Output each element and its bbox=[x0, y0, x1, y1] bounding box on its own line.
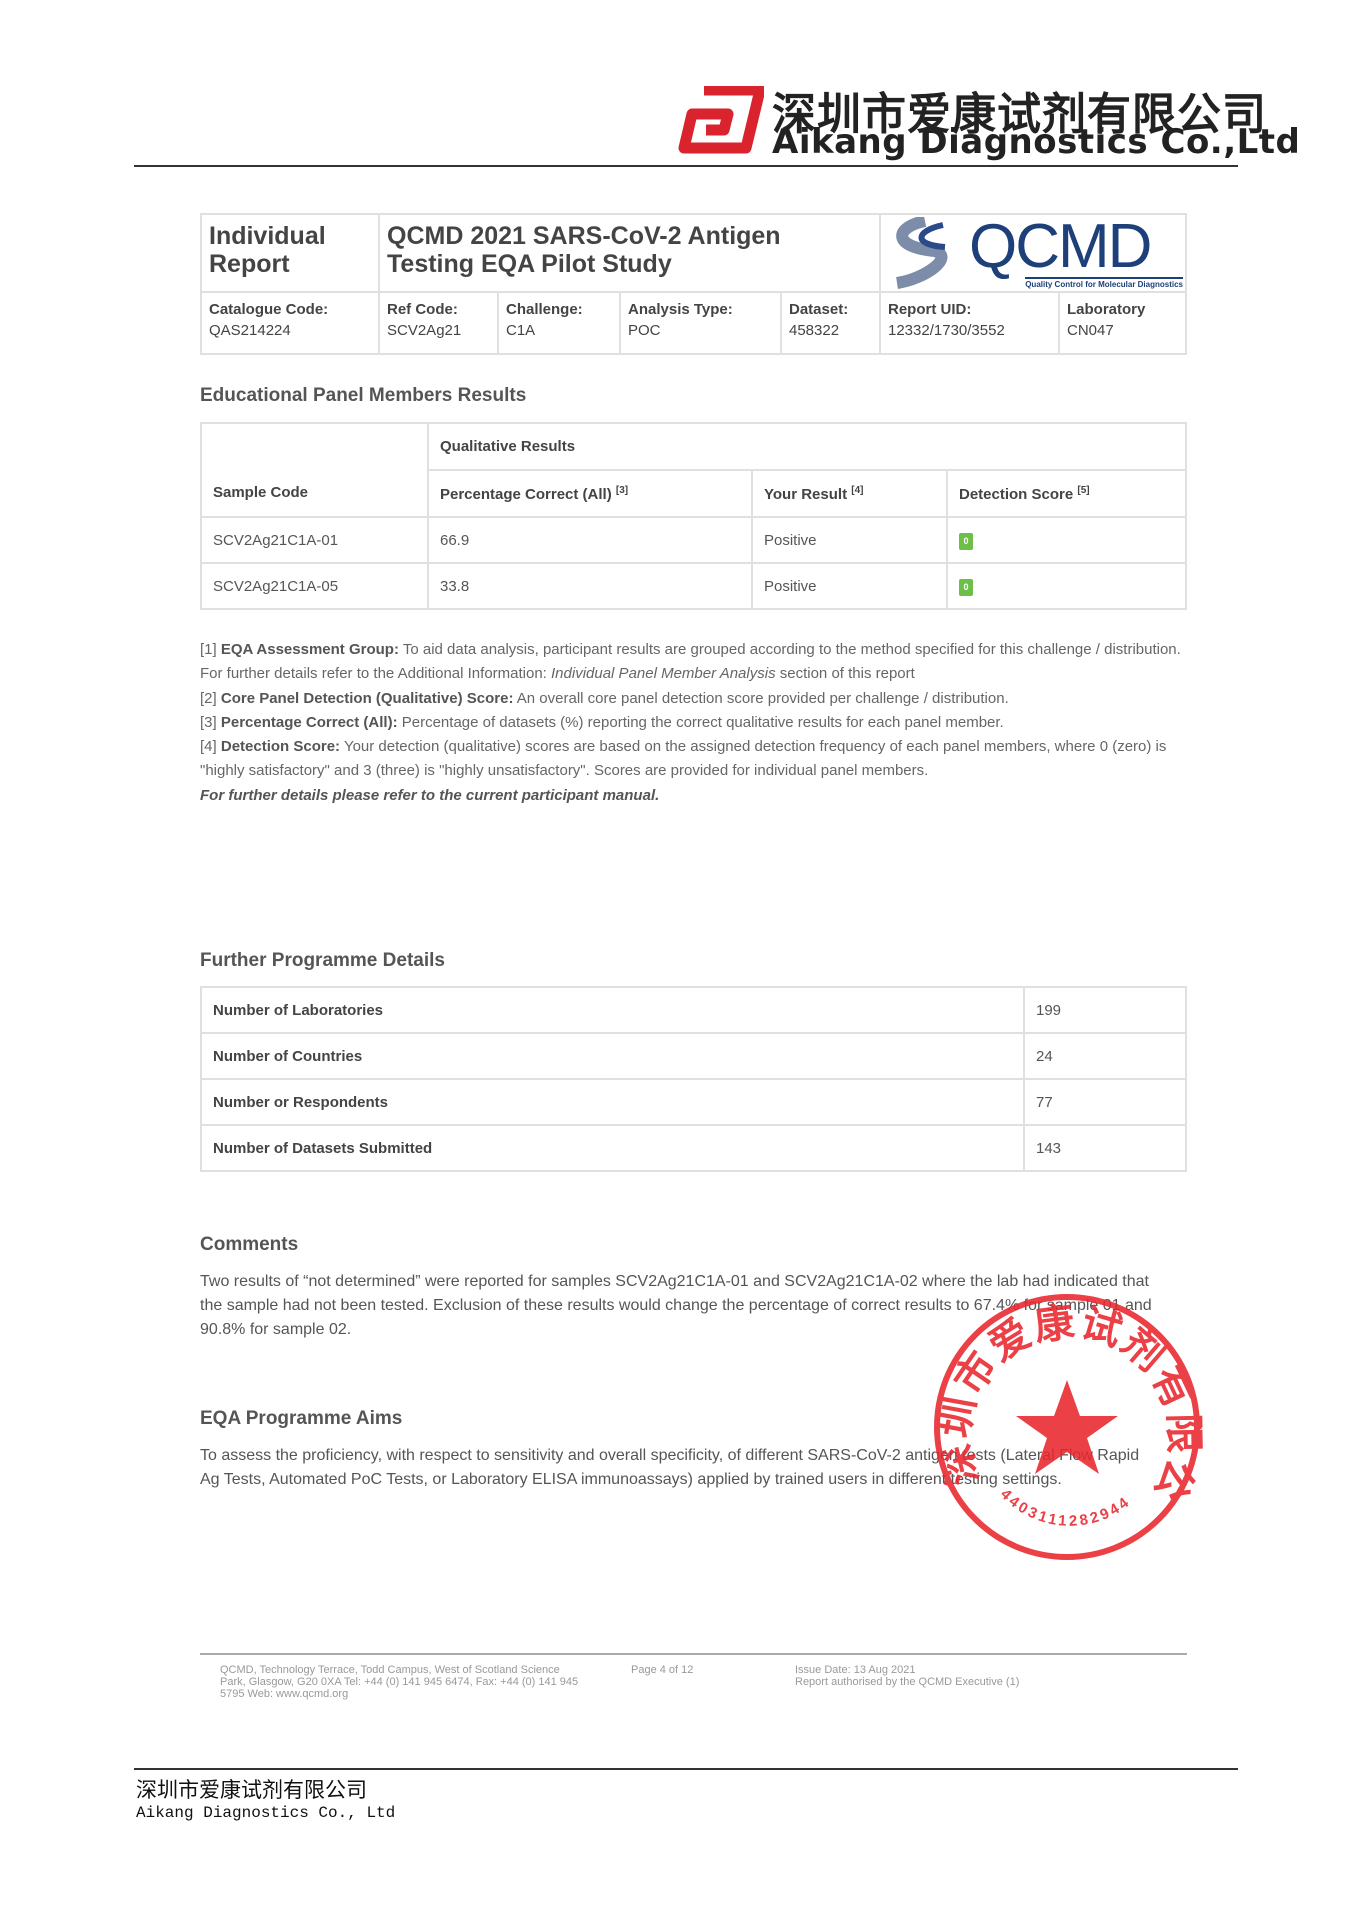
report-title-1: QCMD 2021 SARS-CoV-2 Antigen bbox=[387, 222, 781, 250]
score-badge: 0 bbox=[959, 532, 973, 550]
detail-value: 199 bbox=[1023, 986, 1187, 1034]
footnote-italic: Individual Panel Member Analysis bbox=[551, 665, 776, 683]
report-type: Individual Report bbox=[209, 222, 326, 278]
score-badge: 0 bbox=[959, 578, 973, 596]
catalogue-code: QAS214224 bbox=[209, 322, 291, 339]
field-label: Catalogue Code: bbox=[209, 301, 329, 318]
footer-issue-date: Issue Date: 13 Aug 2021 bbox=[795, 1664, 916, 1676]
footnote-ref: [3] bbox=[615, 484, 629, 496]
field-label: Dataset: bbox=[789, 301, 849, 318]
ref-code: SCV2Ag21 bbox=[387, 322, 462, 339]
sample-code: SCV2Ag21C1A-05 bbox=[200, 562, 429, 610]
detail-label: Number of Datasets Submitted bbox=[200, 1124, 1025, 1172]
field-label: Challenge: bbox=[506, 301, 583, 318]
panel-heading: Educational Panel Members Results bbox=[200, 385, 527, 406]
sample-code: SCV2Ag21C1A-01 bbox=[200, 516, 429, 564]
footer-authorised: Report authorised by the QCMD Executive … bbox=[795, 1676, 1020, 1688]
col-label: Detection Score bbox=[959, 485, 1074, 503]
footnotes: [1] EQA Assessment Group: To aid data an… bbox=[200, 638, 1190, 808]
report-uid: 12332/1730/3552 bbox=[888, 322, 1005, 339]
report-title-2: Testing EQA Pilot Study bbox=[387, 250, 672, 278]
comments-heading: Comments bbox=[200, 1234, 299, 1255]
analysis-type: POC bbox=[628, 322, 661, 339]
footnote-num: [1] bbox=[200, 641, 217, 658]
qcmd-swirl-icon bbox=[895, 217, 948, 289]
footer-address: QCMD, Technology Terrace, Todd Campus, W… bbox=[220, 1664, 579, 1700]
table-row: SCV2Ag21C1A-01 66.9 Positive 0 bbox=[200, 516, 1187, 564]
field-label: Analysis Type: bbox=[628, 301, 733, 318]
your-result: Positive bbox=[751, 562, 948, 610]
footnote-term: Percentage Correct (All): bbox=[220, 713, 398, 731]
col-sample-code: Sample Code bbox=[200, 422, 429, 518]
col-detection-score: Detection Score [5] bbox=[946, 469, 1187, 518]
challenge: C1A bbox=[506, 322, 536, 339]
report-info-table: Individual Report QCMD 2021 SARS-CoV-2 A… bbox=[200, 212, 1187, 355]
footnote-text: Your detection (qualitative) scores are … bbox=[200, 738, 1167, 780]
detail-label: Number or Respondents bbox=[200, 1078, 1025, 1126]
panel-results-table: Sample Code Qualitative Results Percenta… bbox=[200, 422, 1187, 610]
programme-table: Number of Laboratories 199 Number of Coun… bbox=[200, 986, 1187, 1172]
footnote-term: EQA Assessment Group: bbox=[220, 641, 399, 658]
footnote-text: To aid data analysis, participant result… bbox=[200, 641, 1181, 683]
bottom-name-en: Aikang Diagnostics Co., Ltd bbox=[136, 1804, 396, 1822]
detail-value: 77 bbox=[1023, 1078, 1187, 1126]
brand-name-en: Aikang Diagnostics Co.,Ltd bbox=[772, 122, 1301, 162]
footnote-term: Detection Score: bbox=[220, 738, 341, 756]
qcmd-logo-text: QCMD bbox=[969, 212, 1152, 281]
laboratory: CN047 bbox=[1067, 322, 1114, 339]
group-header: Qualitative Results bbox=[427, 422, 1187, 471]
footer-divider bbox=[200, 1653, 1187, 1655]
footnote: [4] Detection Score: Your detection (qua… bbox=[200, 735, 1190, 784]
table-row: Number of Laboratories 199 bbox=[200, 986, 1187, 1034]
programme-heading: Further Programme Details bbox=[200, 950, 445, 971]
footnote-text: section of this report bbox=[775, 665, 915, 683]
your-result: Positive bbox=[751, 516, 948, 564]
footnote-text: An overall core panel detection score pr… bbox=[513, 689, 1009, 707]
seal-number: 4403111282944 bbox=[997, 1486, 1131, 1530]
table-row: Number of Countries 24 bbox=[200, 1032, 1187, 1080]
col-your-result: Your Result [4] bbox=[751, 469, 948, 518]
col-label: Your Result bbox=[764, 485, 848, 503]
footnote: [2] Core Panel Detection (Qualitative) S… bbox=[200, 687, 1190, 711]
footnote-ref: [4] bbox=[851, 484, 864, 496]
footnote: [1] EQA Assessment Group: To aid data an… bbox=[200, 638, 1190, 687]
pct-correct: 33.8 bbox=[427, 562, 753, 610]
bottom-name-cn: 深圳市爱康试剂有限公司 bbox=[136, 1778, 367, 1802]
footnote-ref: [5] bbox=[1077, 484, 1090, 496]
detail-value: 143 bbox=[1023, 1124, 1187, 1172]
footnote: [3] Percentage Correct (All): Percentage… bbox=[200, 711, 1190, 735]
footnote-text: Percentage of datasets (%) reporting the… bbox=[397, 713, 1004, 731]
manual-note: For further details please refer to the … bbox=[200, 786, 660, 804]
table-row: Number of Datasets Submitted 143 bbox=[200, 1124, 1187, 1172]
field-label: Laboratory bbox=[1067, 301, 1146, 318]
footnote-num: [2] bbox=[200, 689, 217, 707]
footnote-term: Core Panel Detection (Qualitative) Score… bbox=[220, 689, 514, 707]
detail-label: Number of Countries bbox=[200, 1032, 1025, 1080]
bottom-divider bbox=[134, 1768, 1238, 1770]
dataset: 458322 bbox=[789, 322, 840, 339]
table-row: SCV2Ag21C1A-05 33.8 Positive 0 bbox=[200, 562, 1187, 610]
field-label: Report UID: bbox=[888, 301, 972, 318]
company-seal: 深圳市爱康试剂有限公司 4403111282944 bbox=[930, 1290, 1204, 1560]
svg-text:4403111282944: 4403111282944 bbox=[997, 1486, 1134, 1530]
detail-value: 24 bbox=[1023, 1032, 1187, 1080]
qcmd-logo: QCMD Quality Control for Molecular Diagn… bbox=[881, 212, 1185, 289]
pct-correct: 66.9 bbox=[427, 516, 753, 564]
comments-text: Two results of “not determined” were rep… bbox=[200, 1273, 1152, 1338]
qcmd-tagline: Quality Control for Molecular Diagnostic… bbox=[1025, 277, 1183, 289]
aikang-logo-icon bbox=[678, 86, 764, 154]
aims-text: To assess the proficiency, with respect … bbox=[200, 1447, 1140, 1488]
header-divider bbox=[134, 165, 1238, 167]
brand-name-cn: 深圳市爱康试剂有限公司 bbox=[772, 89, 1267, 140]
col-label: Percentage Correct (All) bbox=[440, 485, 612, 503]
detail-label: Number of Laboratories bbox=[200, 986, 1025, 1034]
footnote-num: [3] bbox=[200, 713, 217, 731]
col-pct-correct: Percentage Correct (All) [3] bbox=[427, 469, 753, 518]
field-label: Ref Code: bbox=[387, 301, 458, 318]
table-row: Number or Respondents 77 bbox=[200, 1078, 1187, 1126]
star-icon bbox=[1016, 1380, 1118, 1474]
footer-page: Page 4 of 12 bbox=[631, 1664, 694, 1676]
aims-heading: EQA Programme Aims bbox=[200, 1408, 403, 1429]
footnote-num: [4] bbox=[200, 738, 217, 756]
